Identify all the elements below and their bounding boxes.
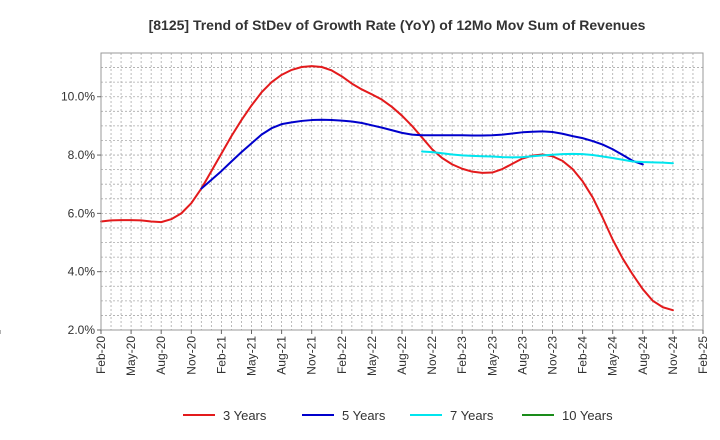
legend-label: 7 Years (450, 408, 494, 423)
plot-background (101, 53, 703, 330)
x-tick-label: May-20 (124, 336, 138, 376)
x-tick-label: Feb-23 (455, 336, 469, 374)
x-tick-label: Aug-20 (154, 336, 168, 375)
y-tick-label: 2.0% (68, 323, 96, 337)
x-tick-label: Aug-22 (395, 336, 409, 375)
x-tick-label: Nov-22 (425, 336, 439, 375)
chart-title: [8125] Trend of StDev of Growth Rate (Yo… (149, 17, 646, 33)
series-line-5-years (200, 118, 644, 190)
legend-label: 10 Years (562, 408, 613, 423)
x-tick-label: May-24 (606, 336, 620, 376)
legend: 3 Years 5 Years 7 Years 10 Years (183, 408, 613, 423)
y-tick-label: 4.0% (68, 265, 96, 279)
x-tick-label: Aug-21 (275, 336, 289, 375)
series-line-3-years (100, 65, 674, 312)
x-tick-label: Aug-23 (515, 336, 529, 375)
series-layer (100, 65, 674, 312)
x-tick-label: Nov-24 (666, 336, 680, 375)
x-tick-label: May-22 (365, 336, 379, 376)
series-line-7-years (421, 150, 674, 165)
x-tick-label: Feb-21 (214, 336, 228, 374)
plot-area (100, 52, 704, 331)
legend-label: 3 Years (223, 408, 267, 423)
x-tick-label: May-21 (245, 336, 259, 376)
legend-label: 5 Years (342, 408, 386, 423)
grid-layer (101, 53, 703, 330)
x-axis: Feb-20 May-20 Aug-20 Nov-20 Feb-21 May-21 Aug-… (0, 325, 710, 376)
x-tick-label: Feb-25 (696, 336, 710, 374)
x-tick-label: Nov-23 (546, 336, 560, 375)
x-tick-label: Feb-20 (94, 336, 108, 374)
y-tick-label: 10.0% (61, 90, 95, 104)
x-tick-label: Nov-20 (184, 336, 198, 375)
x-tick-label: Aug-24 (636, 336, 650, 375)
y-tick-label: 8.0% (68, 148, 96, 162)
y-axis: 2.0% 4.0% 6.0% 8.0% 10.0% (61, 90, 101, 337)
x-tick-label: Feb-24 (576, 336, 590, 374)
x-tick-label: Feb-22 (335, 336, 349, 374)
x-tick-label: Nov-21 (305, 336, 319, 375)
y-tick-label: 6.0% (68, 206, 96, 220)
x-tick-label: May-23 (485, 336, 499, 376)
